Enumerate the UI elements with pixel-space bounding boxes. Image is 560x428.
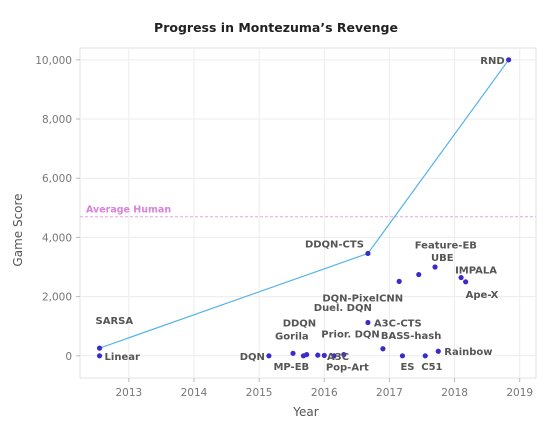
x-tick-label: 2013	[115, 387, 142, 399]
point-labels-group: SARSA Linear DQN Gorila MP-EB DDQN Duel. DQN Pr…	[96, 56, 505, 374]
points-group	[96, 57, 512, 359]
point-dqn-pixelcnn	[396, 278, 402, 284]
point-label-bass-hash: BASS-hash	[381, 331, 441, 342]
point-label-ddqn: DDQN	[283, 319, 316, 330]
point-feature-eb	[416, 271, 422, 278]
x-tick-label: 2017	[376, 387, 403, 399]
point-label-pop-art: Pop-Art	[326, 363, 369, 374]
point-label-impala: IMPALA	[455, 266, 497, 277]
point-label-dqn-pixelcnn: DQN-PixelCNN	[322, 293, 403, 304]
x-axis-label: Year	[292, 405, 318, 419]
point-dqn	[266, 353, 272, 359]
point-label-gorila: Gorila	[275, 331, 309, 342]
point-label-mp-eb: MP-EB	[273, 362, 309, 373]
point-label-sarsa: SARSA	[96, 316, 134, 327]
point-label-ape-x: Ape-X	[466, 290, 499, 301]
point-es	[399, 353, 406, 359]
point-ube	[432, 264, 438, 270]
y-tick-label: 8,000	[42, 114, 72, 126]
point-label-duel-dqn: Duel. DQN	[314, 303, 372, 314]
point-bass-hash	[380, 346, 386, 352]
point-c51	[422, 353, 428, 359]
point-label-ube: UBE	[431, 253, 454, 264]
point-label-ddqn-cts: DDQN-CTS	[305, 239, 364, 250]
point-gorila	[290, 350, 296, 356]
axes: 2013 2014 2015 2016 2017 2018 2019 0 2,000 4,000 6…	[35, 55, 533, 399]
point-ddqn	[304, 351, 310, 358]
point-pop-art	[341, 351, 347, 358]
point-duel-dqn	[315, 352, 321, 358]
y-tick-label: 6,000	[42, 173, 72, 185]
point-impala	[458, 274, 464, 281]
point-linear	[96, 353, 103, 359]
point-ddqn-cts	[365, 250, 371, 257]
chart-title: Progress in Montezuma’s Revenge	[154, 20, 398, 35]
point-label-c51: C51	[421, 362, 442, 373]
plot-frame	[79, 47, 537, 379]
point-label-a3c-cts: A3C-CTS	[374, 319, 422, 330]
point-label-rainbow: Rainbow	[444, 347, 492, 358]
y-tick-label: 10,000	[35, 55, 72, 67]
y-axis-label: Game Score	[11, 193, 25, 266]
reference-line-group: Average Human	[80, 205, 536, 218]
x-tick-label: 2014	[181, 387, 208, 399]
point-label-rnd: RND	[480, 56, 504, 67]
y-tick-label: 0	[65, 351, 72, 363]
point-label-feature-eb: Feature-EB	[415, 241, 477, 252]
y-tick-label: 2,000	[42, 292, 72, 304]
point-sarsa	[96, 345, 103, 351]
point-label-es: ES	[400, 362, 414, 373]
x-tick-label: 2019	[506, 387, 533, 399]
point-a3c-cts	[365, 319, 371, 326]
point-rainbow	[435, 348, 441, 354]
average-human-label: Average Human	[86, 205, 171, 216]
y-tick-label: 4,000	[42, 232, 72, 244]
x-tick-label: 2015	[246, 387, 273, 399]
point-label-a3c: A3C	[327, 352, 349, 363]
point-ape-x	[463, 279, 469, 285]
x-tick-label: 2016	[311, 387, 338, 399]
point-label-prior-dqn: Prior. DQN	[321, 329, 380, 340]
point-label-dqn: DQN	[240, 352, 265, 363]
grid	[79, 47, 537, 379]
point-a3c	[331, 353, 337, 359]
point-rnd	[506, 57, 512, 63]
point-prior-dqn	[321, 352, 327, 359]
x-tick-label: 2018	[441, 387, 468, 399]
point-label-linear: Linear	[105, 352, 140, 363]
